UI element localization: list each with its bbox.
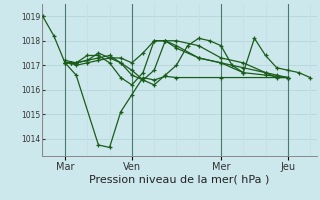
X-axis label: Pression niveau de la mer( hPa ): Pression niveau de la mer( hPa ): [89, 174, 269, 184]
